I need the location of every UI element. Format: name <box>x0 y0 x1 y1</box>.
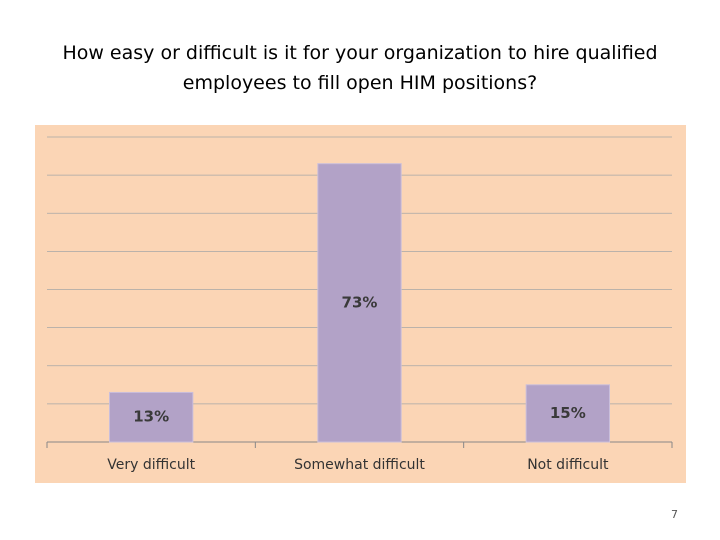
page-number: 7 <box>671 508 678 521</box>
data-label: 73% <box>342 293 378 311</box>
bar <box>109 391 194 443</box>
chart-title: How easy or difficult is it for your org… <box>62 42 658 94</box>
x-tick-label: Not difficult <box>527 457 609 473</box>
data-label: 13% <box>133 408 169 426</box>
data-label: 15% <box>550 404 586 422</box>
bar <box>525 384 611 443</box>
x-tick-label: Very difficult <box>107 457 195 473</box>
bar <box>317 163 402 443</box>
x-tick-label: Somewhat difficult <box>294 457 425 473</box>
